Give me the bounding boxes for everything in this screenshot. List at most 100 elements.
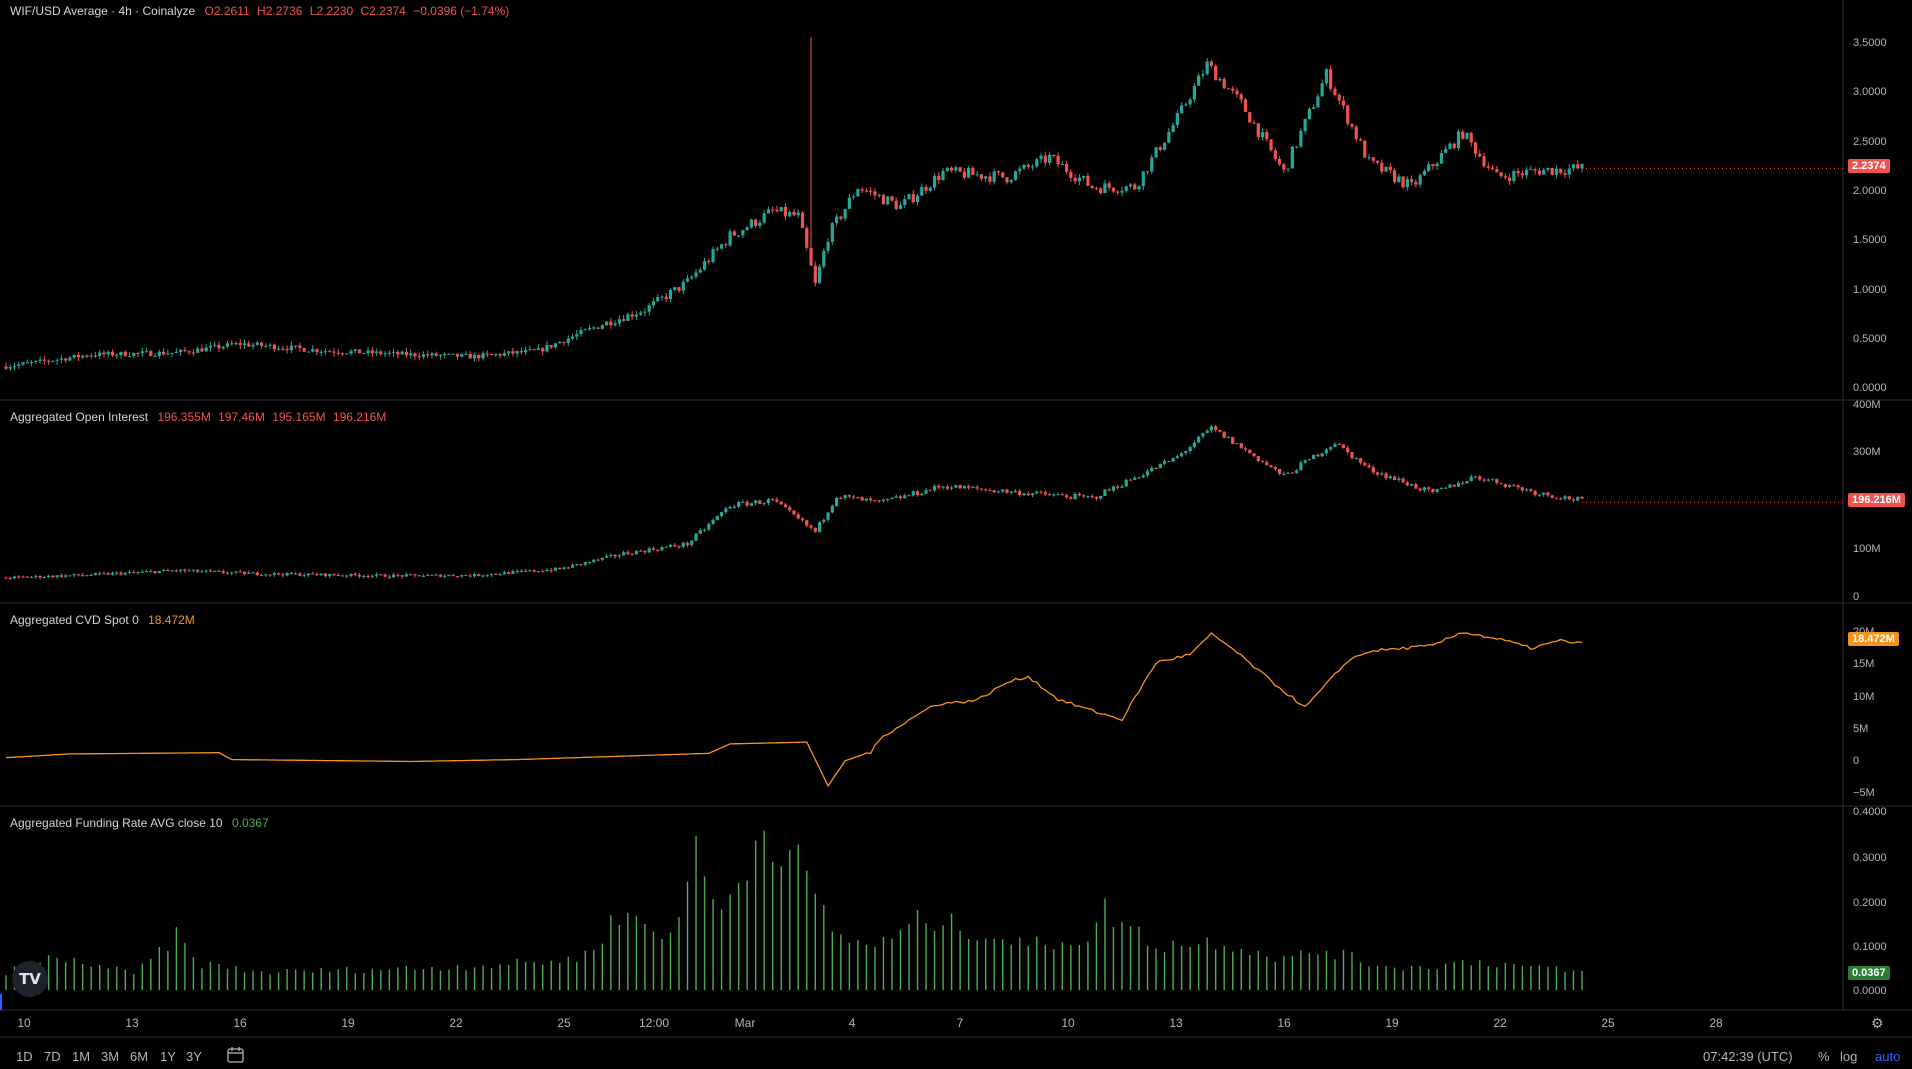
pane1-candle: [1512, 485, 1516, 487]
pane1-candle: [932, 485, 937, 491]
pane0-candle: [1128, 184, 1133, 187]
pane0-ytick-6: 0.5000: [1853, 333, 1887, 345]
pane0-candle: [860, 189, 864, 191]
pane1-candle: [1329, 446, 1333, 450]
xtick-5: 25: [557, 1016, 571, 1030]
pane0-candle: [898, 205, 903, 210]
pane1-candle: [1397, 478, 1401, 481]
pane0-candle: [622, 319, 626, 321]
pane1-candle: [1252, 453, 1256, 457]
pane1-candle: [971, 487, 975, 489]
pane1-candle: [587, 562, 592, 564]
auto-scale-toggle[interactable]: auto: [1875, 1049, 1901, 1064]
pane1-candle: [166, 570, 170, 572]
pane0-candle: [647, 305, 651, 312]
pane0-candle: [1563, 172, 1567, 175]
pane0-candle: [1495, 169, 1499, 173]
pane1-candle: [1563, 496, 1567, 499]
timeframe-3y-button[interactable]: 3Y: [186, 1049, 202, 1064]
pane0-candle: [485, 353, 489, 355]
pane1-candle: [174, 570, 178, 572]
pane0-candle: [238, 343, 242, 346]
log-scale-toggle[interactable]: log: [1840, 1049, 1858, 1064]
pane0-candle: [984, 176, 988, 179]
pane0-candle: [1290, 146, 1294, 169]
pane1-candle: [157, 571, 161, 573]
calendar-icon[interactable]: [226, 1046, 246, 1064]
pane1-candle: [302, 575, 306, 577]
pane0-candle: [570, 336, 575, 339]
pane0-candle: [685, 278, 690, 282]
pane1-candle: [651, 548, 656, 550]
tradingview-logo[interactable]: TV: [12, 961, 48, 997]
pane3-ytick-3: 0.1000: [1853, 941, 1887, 953]
pane1-candle: [950, 487, 954, 489]
pane0-candle: [1580, 163, 1584, 169]
pane1-candle: [792, 510, 796, 515]
pane0-candle: [962, 171, 966, 178]
timeframe-1d-button[interactable]: 1D: [16, 1049, 33, 1064]
pane1-candle: [1367, 465, 1371, 468]
timeframe-3m-button[interactable]: 3M: [101, 1049, 120, 1064]
timeframe-1m-button[interactable]: 1M: [72, 1049, 91, 1064]
pane0-candle: [1303, 118, 1307, 131]
pane1-candle: [894, 496, 898, 498]
pane0-candle: [792, 212, 796, 216]
pane0-candle: [1001, 172, 1005, 178]
xtick-14: 22: [1493, 1016, 1507, 1030]
pane0-candle: [822, 250, 826, 267]
pane0-candle: [1512, 171, 1516, 182]
pane1-candle: [1525, 489, 1529, 491]
pane1-candle: [281, 574, 285, 576]
pane1-candle: [604, 555, 609, 558]
utc-clock[interactable]: 07:42:39 (UTC): [1703, 1049, 1793, 1064]
gear-icon[interactable]: ⚙: [1871, 1015, 1884, 1031]
pane0-candle: [1358, 139, 1363, 141]
timeframe-6m-button[interactable]: 6M: [130, 1049, 149, 1064]
percent-scale-toggle[interactable]: %: [1818, 1049, 1830, 1064]
pane0-candle: [298, 345, 302, 349]
pane1-candle: [1546, 492, 1550, 496]
pane0-candle: [1073, 178, 1077, 182]
pane1-candle: [413, 574, 417, 576]
pane1-candle: [1418, 488, 1422, 491]
pane0-candle: [783, 207, 788, 217]
pane1-candle: [1495, 478, 1499, 484]
pane0-candle: [1507, 177, 1512, 182]
pane1-candle: [869, 498, 873, 501]
timeframe-7d-button[interactable]: 7D: [44, 1049, 61, 1064]
pane1-candle: [1299, 462, 1303, 471]
pane1-candle: [1499, 483, 1503, 485]
pane0-candle: [877, 194, 881, 196]
pane1-candle: [967, 485, 971, 488]
pane0-ytick-1: 3.0000: [1853, 86, 1887, 98]
pane1-candle: [1065, 495, 1069, 498]
pane1-candle: [1099, 496, 1103, 499]
pane0-candle: [132, 352, 136, 357]
pane0-candle: [1537, 170, 1542, 175]
pane0-ytick-4: 1.5000: [1853, 234, 1887, 246]
pane0-candle: [1324, 69, 1329, 84]
pane0-candle: [1060, 164, 1064, 166]
pane1-candle: [349, 573, 353, 576]
pane0-candle: [489, 353, 494, 355]
pane1-candle: [877, 500, 881, 502]
pane0-candle: [200, 348, 204, 352]
pane0-candle: [225, 343, 230, 347]
pane0-candle: [660, 296, 664, 298]
pane1-candle: [204, 570, 208, 572]
pane1-candle: [958, 485, 962, 489]
pane1-candle: [251, 572, 255, 574]
pane0-candle: [1392, 170, 1397, 182]
pane0-candle: [1371, 157, 1375, 161]
pane1-candle: [430, 574, 434, 576]
pane1-candle: [852, 496, 856, 498]
pane0-candle: [1529, 169, 1533, 171]
pane1-candle: [1201, 433, 1205, 437]
xtick-9: 7: [957, 1016, 964, 1030]
timeframe-1y-button[interactable]: 1Y: [160, 1049, 176, 1064]
pane0-candle: [1546, 167, 1550, 170]
pane1-candle: [558, 567, 562, 570]
pane0-candle: [353, 349, 357, 352]
